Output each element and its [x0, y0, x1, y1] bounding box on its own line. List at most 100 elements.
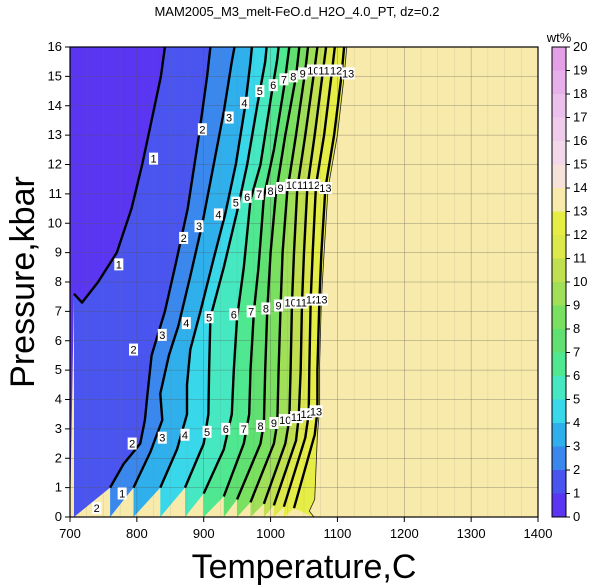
contour-label: 12	[329, 64, 343, 78]
x-tick-label: 1100	[323, 526, 351, 541]
contour-label: 10	[278, 414, 292, 427]
contour-label: 9	[298, 67, 308, 80]
contour-label-text: 7	[241, 424, 247, 436]
contour-label-text: 4	[241, 98, 247, 110]
contour-label-text: 2	[130, 345, 136, 357]
y-tick-label: 8	[55, 274, 62, 289]
contour-label-text: 10	[285, 298, 297, 310]
contour-label: 7	[254, 187, 264, 201]
contour-label-text: 7	[248, 306, 254, 318]
contour-labels: 1112222233334444555566667777888899991010…	[92, 64, 355, 515]
contour-label: 9	[274, 299, 284, 313]
contour-label: 2	[197, 123, 207, 136]
colorbar-segment	[552, 376, 566, 400]
contour-label-text: 2	[199, 124, 205, 136]
y-tick-label: 9	[55, 245, 62, 260]
x-tick-label: 1000	[256, 526, 285, 541]
contour-label-text: 8	[290, 71, 296, 83]
contour-label: 1	[117, 487, 127, 501]
contour-label: 6	[242, 190, 252, 204]
contour-label: 8	[256, 419, 266, 433]
colorbar-tick-label: 3	[573, 439, 580, 454]
y-tick-label: 15	[48, 68, 62, 83]
x-tick-label: 900	[193, 526, 215, 541]
contour-label-text: 11	[296, 298, 307, 310]
colorbar-tick-label: 2	[573, 462, 580, 477]
contour-9	[249, 47, 310, 503]
contour-label: 4	[213, 208, 223, 221]
contour-label-text: 10	[286, 180, 298, 192]
contour-label-text: 6	[223, 424, 229, 436]
y-tick-label: 12	[48, 157, 62, 172]
x-tick-label: 1400	[524, 526, 553, 541]
contour-label-text: 7	[256, 189, 262, 201]
colorbar-unit: wt%	[546, 30, 572, 45]
colorbar-segment	[552, 211, 566, 235]
colorbar-segment	[552, 470, 566, 494]
colorbar-segment	[552, 141, 566, 165]
colorbar-tick-label: 19	[573, 63, 587, 78]
colorbar-segment	[552, 493, 566, 517]
x-tick-label: 1200	[390, 526, 419, 541]
contour-label-text: 5	[204, 427, 210, 439]
contour-label-text: 13	[315, 295, 327, 307]
contour-label: 6	[268, 79, 278, 92]
contour-label: 3	[224, 111, 234, 125]
contour-label: 13	[314, 293, 328, 307]
contour-8	[235, 47, 301, 500]
contour-13	[292, 47, 346, 509]
colorbar-segment	[552, 70, 566, 94]
x-tick-label: 700	[59, 526, 81, 541]
contour-label: 10	[285, 179, 299, 192]
contour-label-text: 5	[206, 312, 212, 324]
contour-label: 5	[231, 196, 241, 210]
contour-11	[272, 47, 328, 506]
colorbar-tick-label: 12	[573, 227, 587, 242]
y-tick-label: 2	[55, 450, 62, 465]
contour-label: 9	[276, 182, 286, 195]
colorbar-segment	[552, 329, 566, 353]
contour-label: 2	[129, 343, 139, 357]
contour-label: 13	[309, 405, 323, 418]
contour-label-text: 6	[270, 80, 276, 92]
y-axis-title: Pressure,kbar	[4, 176, 42, 388]
y-tick-label: 0	[55, 509, 62, 524]
contour-label: 4	[239, 96, 249, 110]
y-tick-label: 14	[48, 98, 62, 113]
contour-label-text: 10	[307, 66, 319, 78]
colorbar-segment	[552, 117, 566, 141]
colorbar-segment	[552, 235, 566, 259]
contour-label-text: 1	[119, 489, 125, 501]
y-tick-label: 10	[48, 215, 62, 230]
contour-label: 2	[127, 437, 137, 451]
colorbar-segment	[552, 94, 566, 118]
contour-label-text: 10	[279, 415, 291, 427]
contour-12	[282, 47, 336, 508]
colorbar-tick-label: 14	[573, 180, 587, 195]
contour-label: 2	[92, 502, 102, 515]
contour-label: 8	[266, 184, 276, 198]
contour-label: 11	[294, 296, 308, 310]
contour-label-text: 1	[151, 154, 157, 166]
contour-label: 11	[317, 64, 331, 78]
y-tick-label: 4	[55, 392, 62, 407]
colorbar-tick-label: 5	[573, 392, 580, 407]
no-data-boundary	[308, 47, 348, 517]
colorbar-tick-label: 17	[573, 110, 587, 125]
contour-label: 7	[239, 422, 249, 436]
colorbar-tick-label: 13	[573, 204, 587, 219]
colorbar-segment	[552, 423, 566, 447]
contour-label: 10	[284, 296, 298, 310]
contour-label-text: 8	[263, 303, 269, 315]
contour-label: 5	[255, 85, 265, 98]
contour-label: 9	[269, 417, 279, 430]
contour-label-text: 12	[330, 66, 342, 78]
contour-label-text: 11	[318, 66, 329, 78]
contour-label-text: 9	[300, 68, 306, 80]
contour-label-text: 12	[308, 180, 320, 192]
y-tick-label: 1	[55, 480, 62, 495]
contour-label-text: 5	[233, 198, 239, 210]
